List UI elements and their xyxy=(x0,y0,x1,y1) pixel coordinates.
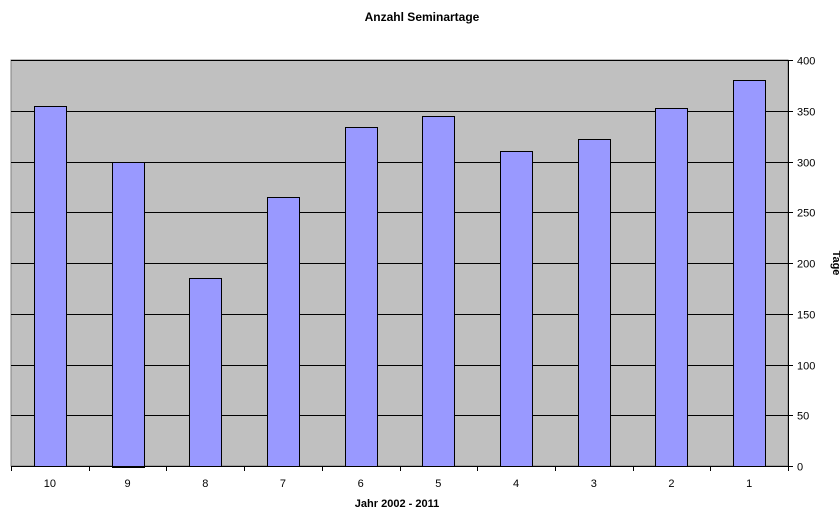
x-tick-label: 7 xyxy=(280,478,286,490)
x-tick-label: 10 xyxy=(44,478,56,490)
x-axis-label: Jahr 2002 - 2011 xyxy=(355,498,439,510)
bar-4 xyxy=(500,151,533,467)
bar-1 xyxy=(733,80,766,467)
axes xyxy=(11,60,793,471)
bar-2 xyxy=(655,108,688,467)
bar-6 xyxy=(345,127,378,467)
bars xyxy=(34,80,766,468)
y-tick-label: 50 xyxy=(797,411,809,423)
bar-10 xyxy=(34,106,67,467)
tick-labels: 0 50 100 150 200 250 300 350 400 10 9 8 7 6 5 4 3 2 1 xyxy=(44,56,816,491)
y-tick-label: 400 xyxy=(797,56,815,68)
x-tick-label: 8 xyxy=(202,478,208,490)
chart-title: Anzahl Seminartage xyxy=(365,10,480,24)
y-tick-label: 0 xyxy=(797,462,803,474)
bar-8 xyxy=(189,278,222,467)
y-tick-label: 100 xyxy=(797,361,815,373)
bar-3 xyxy=(578,139,611,467)
y-tick-label: 300 xyxy=(797,158,815,170)
bar-5 xyxy=(422,116,455,467)
x-tick-label: 3 xyxy=(591,478,597,490)
y-tick-label: 200 xyxy=(797,259,815,271)
x-tick-label: 9 xyxy=(124,478,130,490)
x-tick-label: 5 xyxy=(435,478,441,490)
y-tick-label: 250 xyxy=(797,208,815,220)
y-axis-label: Tage xyxy=(830,251,840,276)
y-tick-label: 350 xyxy=(797,107,815,119)
x-tick-label: 2 xyxy=(668,478,674,490)
x-tick-label: 6 xyxy=(358,478,364,490)
bar-9 xyxy=(112,162,145,468)
x-tick-label: 4 xyxy=(513,478,519,490)
y-tick-label: 150 xyxy=(797,310,815,322)
x-tick-label: 1 xyxy=(746,478,752,490)
bar-7 xyxy=(267,197,300,467)
